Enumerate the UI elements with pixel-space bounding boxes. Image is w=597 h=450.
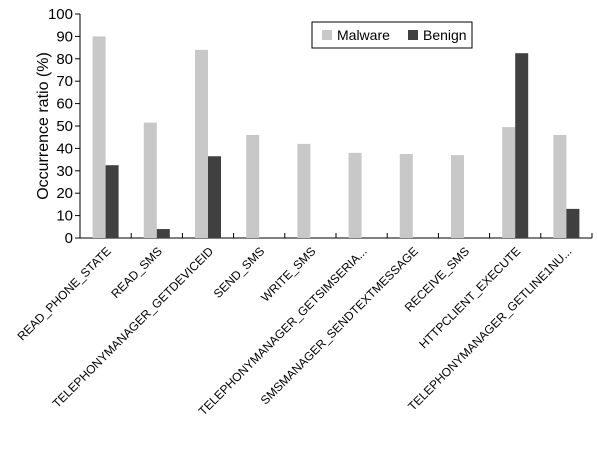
x-tick-label: SEND_SMS [211, 244, 268, 301]
bar-malware-2 [195, 49, 208, 239]
y-tick-label: 30 [56, 163, 73, 180]
y-tick-label: 20 [56, 185, 73, 202]
bar-malware-5 [348, 152, 362, 238]
y-axis: 0 10 20 30 40 50 60 70 80 90 100 [48, 6, 81, 247]
bars [92, 36, 580, 239]
x-tick-label: HTTPCLIENT_EXECUTE [416, 244, 523, 351]
x-tick-label: READ_SMS [108, 244, 165, 301]
y-tick-label: 70 [56, 73, 73, 90]
legend: Malware Benign [311, 21, 473, 49]
bar-malware-6 [399, 154, 413, 238]
legend-label-benign: Benign [423, 27, 467, 43]
bar-benign-2 [208, 156, 221, 238]
bar-malware-9 [553, 134, 567, 238]
x-tick-label: READ_PHONE_STATE [15, 244, 114, 343]
bar-benign-0 [105, 165, 119, 238]
y-tick-label: 80 [56, 51, 73, 68]
bar-malware-7 [451, 155, 464, 238]
bar-malware-1 [143, 122, 157, 238]
bar-benign-9 [566, 208, 580, 238]
y-tick-label: 0 [65, 230, 73, 247]
bar-malware-0 [92, 36, 106, 239]
y-tick-label: 40 [56, 140, 73, 157]
legend-swatch-malware [322, 30, 332, 40]
bar-benign-8 [515, 53, 529, 239]
legend-box [311, 21, 473, 49]
bar-malware-3 [246, 134, 260, 238]
y-tick-label: 10 [56, 208, 73, 225]
y-tick-label: 90 [56, 28, 73, 45]
x-axis: READ_PHONE_STATEREAD_SMSTELEPHONYMANAGER… [15, 233, 593, 418]
bar-malware-8 [502, 127, 516, 238]
legend-label-malware: Malware [337, 27, 390, 43]
y-tick-label: 60 [56, 96, 73, 113]
bar-malware-4 [297, 143, 311, 238]
y-axis-label: Occurrence ratio (%) [35, 52, 52, 200]
bar-benign-1 [156, 229, 170, 238]
y-tick-label: 50 [56, 118, 73, 135]
y-tick-label: 100 [48, 6, 73, 23]
legend-swatch-benign [408, 30, 418, 40]
